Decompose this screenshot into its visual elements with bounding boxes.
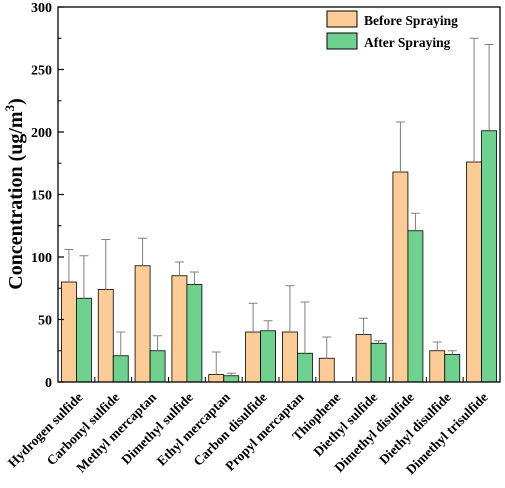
bar-after-9 [407,230,424,383]
bar-before-1 [97,289,114,383]
y-axis-title-close: ) [5,98,27,105]
bar-before-2 [134,265,151,383]
bar-after-4 [223,375,240,383]
bar-before-11 [466,161,482,383]
bar-after-1 [112,355,129,383]
bar-before-9 [392,171,409,383]
bar-before-3 [171,275,188,383]
bar-after-5 [260,330,276,383]
y-tick-label-0: 0 [45,376,52,391]
y-tick-label-5: 250 [31,64,52,79]
legend-swatch-before [326,10,358,28]
y-tick-label-3: 150 [31,189,52,204]
bar-before-0 [61,281,77,383]
y-ticks-layer: 0 50 100 150 200 250 300 [31,1,501,391]
y-axis-title-sup: 3 [2,104,17,111]
legend-label-before: Before Spraying [364,13,458,28]
y-tick-label-2: 100 [31,251,52,266]
bar-before-8 [355,334,372,383]
y-axis-title: Concentration (ug/m3) [2,98,27,290]
y-tick-label-6: 300 [31,1,52,16]
legend-label-after: After Spraying [364,35,451,50]
bar-after-8 [370,342,387,383]
legend-swatch-after [326,32,358,50]
bar-before-10 [429,350,446,383]
y-axis-title-main: Concentration (ug/m [5,111,27,290]
bar-before-6 [282,331,298,383]
legend: Before Spraying After Spraying [326,10,458,50]
bar-after-0 [76,297,92,383]
y-tick-label-4: 200 [31,126,52,141]
bar-after-6 [297,352,313,383]
bar-before-7 [318,357,335,383]
axes-layer [57,6,501,383]
bar-before-4 [208,374,225,383]
bar-before-5 [245,331,261,383]
bars-layer [61,130,497,383]
bar-after-11 [481,130,497,383]
plot-frame [57,6,501,383]
bar-after-3 [186,284,203,383]
error-bars-layer [64,37,494,376]
y-tick-label-1: 50 [38,314,52,329]
bar-after-10 [444,354,461,383]
bar-after-2 [149,350,166,383]
